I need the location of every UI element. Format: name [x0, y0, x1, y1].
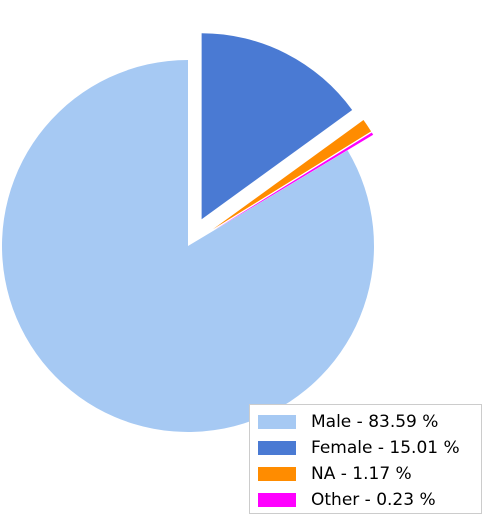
pie-slices — [2, 33, 375, 432]
legend-swatch-male — [258, 415, 296, 429]
legend: Male - 83.59 % Female - 15.01 % NA - 1.1… — [249, 404, 482, 514]
legend-label-na: NA - 1.17 % — [311, 464, 412, 484]
legend-swatch-na — [258, 467, 296, 481]
legend-item-na: NA - 1.17 % — [258, 461, 481, 487]
pie-slice-female — [201, 33, 353, 220]
legend-item-female: Female - 15.01 % — [258, 435, 481, 461]
legend-label-female: Female - 15.01 % — [311, 438, 460, 458]
legend-swatch-female — [258, 441, 296, 455]
legend-item-other: Other - 0.23 % — [258, 487, 481, 513]
pie-slice-other — [213, 132, 374, 231]
legend-swatch-other — [258, 493, 296, 507]
legend-label-other: Other - 0.23 % — [311, 490, 436, 510]
legend-item-male: Male - 83.59 % — [258, 409, 481, 435]
pie-slice-male — [2, 60, 375, 432]
legend-label-male: Male - 83.59 % — [311, 412, 439, 432]
pie-slice-na — [212, 120, 372, 230]
